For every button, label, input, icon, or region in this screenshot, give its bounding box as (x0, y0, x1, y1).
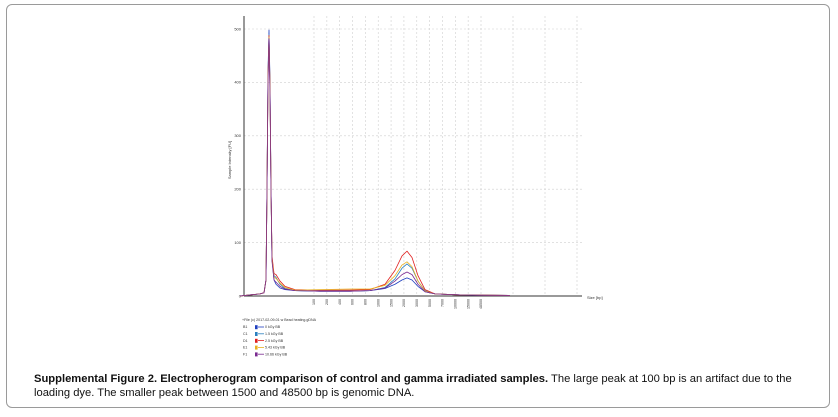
legend-well: B1 (243, 325, 247, 329)
legend-well: F1 (243, 352, 247, 356)
x-tick-label: 600 (351, 299, 355, 305)
legend-title: +File (c) 2017-02-09-01 w Bead heating.g… (242, 318, 317, 322)
series-line-1 (239, 33, 511, 297)
legend-swatch (255, 332, 258, 336)
x-tick-label: 10000 (454, 299, 458, 309)
legend-well: C1 (243, 332, 248, 336)
y-tick-label: 100 (234, 240, 241, 245)
y-tick-label: 200 (234, 187, 241, 192)
series-line-3 (239, 36, 511, 297)
legend-well: D1 (243, 339, 248, 343)
legend-swatch (255, 352, 258, 357)
x-tick-label: 5000 (428, 299, 432, 307)
axes (243, 16, 582, 297)
legend-swatch (255, 338, 258, 343)
x-tick-label: 48500 (479, 299, 483, 309)
caption-text: The large peak at 100 bp is an artifact … (34, 373, 792, 399)
x-tick-label: 1500 (389, 299, 393, 307)
legend-label: 1.5 kGy BB (265, 332, 284, 336)
y-tick-label: 500 (234, 26, 241, 31)
y-tick-label: 400 (234, 80, 241, 85)
x-tick-labels: 100 200 400 600 800 1000 1500 2000 3000 5000 7000 1… (312, 299, 483, 309)
figure-frame (6, 4, 830, 408)
x-tick-label: 800 (364, 299, 368, 305)
legend-well: E1 (243, 346, 247, 350)
series-line-4 (239, 38, 511, 297)
x-tick-label: 400 (338, 299, 342, 305)
x-tick-label: 15000 (466, 299, 470, 309)
chart-series (239, 29, 511, 297)
x-tick-label: 7000 (441, 299, 445, 307)
y-axis-label: Sample Intensity [FU] (227, 141, 232, 179)
legend-label: 0 kGy BB (265, 325, 281, 329)
x-tick-label: 3000 (415, 299, 419, 307)
y-tick-label: 300 (234, 133, 241, 138)
x-tick-label: 2000 (402, 299, 406, 307)
legend-label: 5.43 kGy BB (265, 346, 286, 350)
x-axis-label-size: Size [bp] (587, 295, 603, 300)
legend-label: 2.5 kGy BB (265, 339, 284, 343)
series-line-2 (239, 35, 511, 297)
x-tick-label: 100 (312, 299, 316, 305)
series-line-0 (239, 29, 511, 297)
legend-swatch (255, 345, 258, 350)
chart-legend: +File (c) 2017-02-09-01 w Bead heating.g… (242, 318, 317, 357)
grid-lines (244, 16, 582, 296)
figure-caption: Supplemental Figure 2. Electropherogram … (34, 372, 804, 400)
caption-bold: Supplemental Figure 2. Electropherogram … (34, 373, 549, 385)
legend-swatch (255, 325, 258, 330)
legend-label: 10.66 kGy BB (265, 352, 288, 356)
x-tick-label: 1000 (376, 299, 380, 307)
x-tick-label: 200 (325, 299, 329, 305)
